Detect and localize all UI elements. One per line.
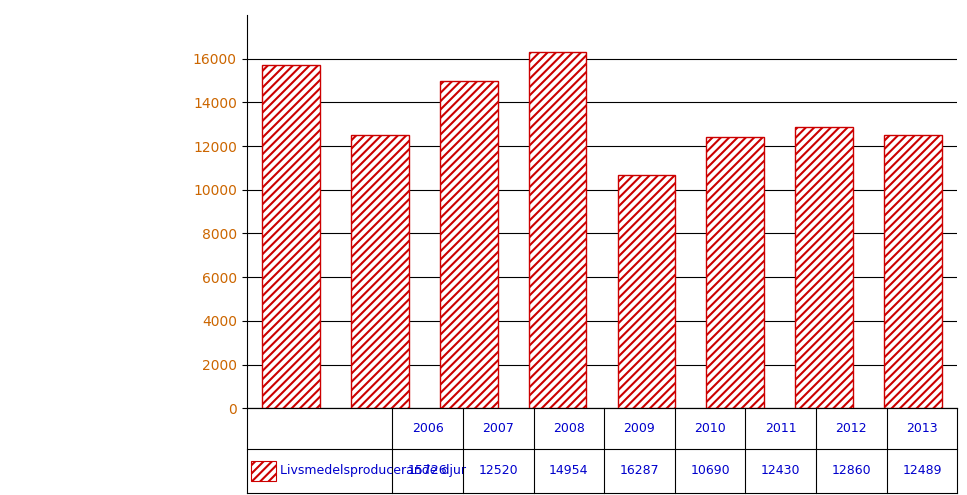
Text: 12489: 12489 [902,464,942,477]
Bar [351,135,409,408]
Text: Livsmedelsproducerande djur: Livsmedelsproducerande djur [280,464,466,477]
Text: 2013: 2013 [906,422,938,435]
Bar [795,127,853,408]
Text: 16287: 16287 [620,464,659,477]
Text: 15726: 15726 [408,464,448,477]
Text: 2012: 2012 [835,422,867,435]
Bar [262,64,320,408]
Bar [251,461,276,481]
Text: 12860: 12860 [832,464,871,477]
Text: 2010: 2010 [694,422,726,435]
Text: 2011: 2011 [765,422,797,435]
Text: 2008: 2008 [553,422,585,435]
Text: 2009: 2009 [624,422,656,435]
Text: 12430: 12430 [761,464,801,477]
Text: 2006: 2006 [412,422,444,435]
Text: 14954: 14954 [549,464,589,477]
Text: 10690: 10690 [690,464,730,477]
Bar [440,82,498,408]
Text: 2007: 2007 [483,422,514,435]
Text: 12520: 12520 [479,464,518,477]
Bar [618,175,675,408]
Bar [529,52,586,408]
Bar [884,135,942,408]
Bar [706,137,764,408]
